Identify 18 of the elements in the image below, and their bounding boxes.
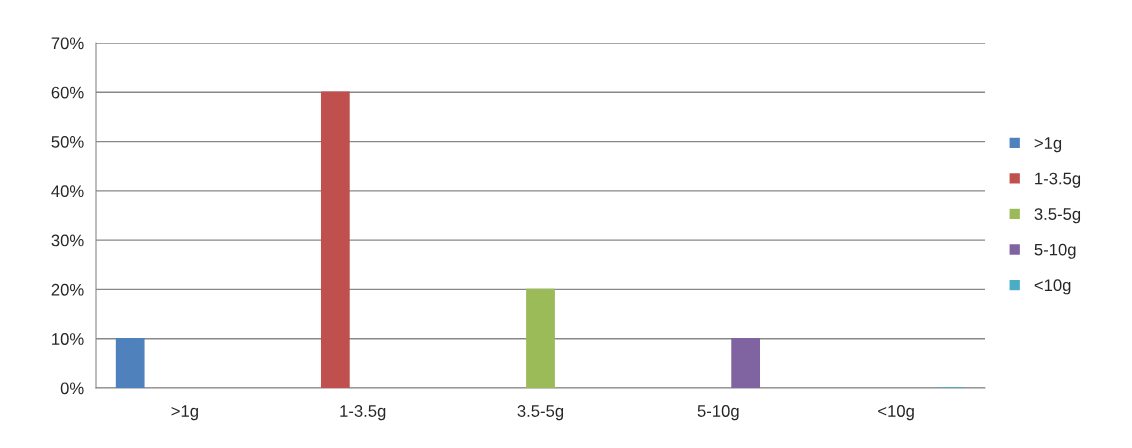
legend-label: 1-3.5g xyxy=(1035,172,1081,188)
y-tick-label: 0% xyxy=(60,382,84,395)
y-tick-label: 30% xyxy=(51,234,84,247)
x-tick-label: <10g xyxy=(878,405,914,421)
x-tick-label: >1g xyxy=(171,405,198,421)
y-tick-label: 20% xyxy=(51,283,84,296)
x-tick-label: 1-3.5g xyxy=(340,405,386,421)
legend-label: 5-10g xyxy=(1034,243,1076,259)
legend-label: >1g xyxy=(1034,137,1062,153)
y-tick-label: 60% xyxy=(51,86,84,99)
y-tick-label: 10% xyxy=(52,333,84,345)
x-tick-label: 5-10g xyxy=(697,405,739,421)
x-tick-label: 3.5-5g xyxy=(517,405,564,421)
y-tick-label: 70% xyxy=(51,37,84,50)
y-tick-label: 40% xyxy=(51,185,84,198)
y-tick-label: 50% xyxy=(51,135,84,148)
legend-label: <10g xyxy=(1034,279,1071,295)
legend-label: 3.5-5g xyxy=(1034,208,1081,224)
